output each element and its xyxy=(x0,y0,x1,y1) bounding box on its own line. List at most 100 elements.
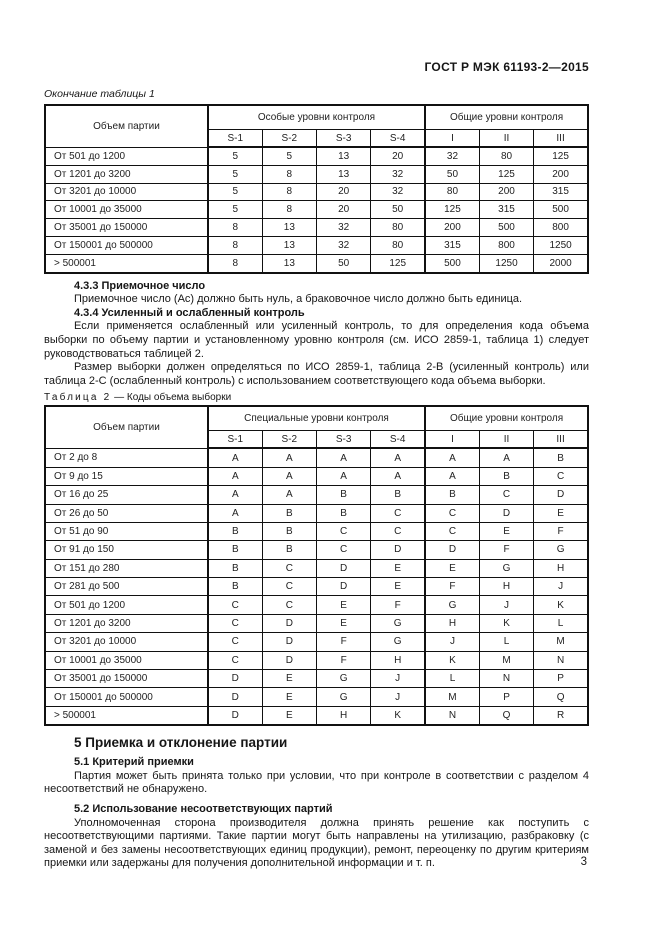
value-cell: 800 xyxy=(533,218,589,237)
table-row: От 16 до 25 A A B B B C D xyxy=(44,485,589,505)
value-cell: L xyxy=(424,669,480,689)
value-cell: B xyxy=(261,540,317,560)
value-cell: 315 xyxy=(533,182,589,202)
level-column-header: S-2 xyxy=(261,430,317,450)
value-cell: C xyxy=(424,503,480,523)
section-51-paragraph: Партия может быть принята только при усл… xyxy=(44,769,589,796)
value-cell: 8 xyxy=(261,200,317,220)
value-cell: E xyxy=(261,705,317,726)
table-1-sample-sizes: Объем партии Особые уровни контроля Общи… xyxy=(44,104,589,274)
value-cell: 500 xyxy=(424,253,480,274)
table-row: > 500001 D E H K N Q R xyxy=(44,705,589,726)
table-row: От 1201 до 3200 5 8 13 32 50 125 200 xyxy=(44,164,589,184)
value-cell: H xyxy=(424,613,480,634)
table1-continuation-caption: Окончание таблицы 1 xyxy=(44,88,155,100)
value-cell: E xyxy=(315,613,372,634)
value-cell: A xyxy=(206,447,263,468)
table-row: От 10001 до 35000 5 8 20 50 125 315 500 xyxy=(44,200,589,220)
value-cell: 800 xyxy=(478,235,535,255)
table1-body: От 501 до 1200 5 5 13 20 32 80 125 От 1201 до 32… xyxy=(44,146,589,274)
value-cell: C xyxy=(315,521,372,542)
value-cell: 20 xyxy=(315,182,372,202)
value-cell: D xyxy=(424,540,480,560)
table2-subheader-row: S-1 S-2 S-3 S-4 I II III xyxy=(45,430,589,450)
value-cell: E xyxy=(261,687,317,707)
value-cell: G xyxy=(315,669,372,689)
value-cell: 50 xyxy=(424,164,480,184)
table-row: От 3201 до 10000 5 8 20 32 80 200 315 xyxy=(44,182,589,202)
value-cell: C xyxy=(261,558,317,579)
value-cell: A xyxy=(370,466,426,487)
lot-size-cell: От 9 до 15 xyxy=(44,466,209,487)
value-cell: D xyxy=(206,705,263,726)
value-cell: C xyxy=(533,466,589,487)
value-cell: D xyxy=(315,558,372,579)
table-row: > 500001 8 13 50 125 500 1250 2000 xyxy=(44,253,589,274)
section-51-heading: 5.1 Критерий приемки xyxy=(74,756,194,769)
value-cell: G xyxy=(315,687,372,707)
value-cell: 8 xyxy=(261,164,317,184)
value-cell: D xyxy=(478,503,535,523)
lot-size-cell: > 500001 xyxy=(44,705,209,726)
table2-general-levels-group-header: Общие уровни контроля xyxy=(424,405,589,432)
lot-size-cell: От 150001 до 500000 xyxy=(44,687,209,707)
value-cell: D xyxy=(261,613,317,634)
value-cell: C xyxy=(370,521,426,542)
value-cell: 1250 xyxy=(478,253,535,274)
lot-size-cell: От 16 до 25 xyxy=(44,485,209,505)
value-cell: N xyxy=(478,669,535,689)
value-cell: C xyxy=(478,485,535,505)
level-column-header: III xyxy=(533,430,589,450)
value-cell: C xyxy=(206,650,263,671)
table2-caption-text: — Коды объема выборки xyxy=(114,392,232,404)
value-cell: A xyxy=(315,466,372,487)
table2-special-levels-group-header: Специальные уровни контроля xyxy=(206,405,426,432)
value-cell: B xyxy=(261,503,317,523)
section-433-heading: 4.3.3 Приемочное число xyxy=(74,279,206,292)
value-cell: B xyxy=(315,503,372,523)
value-cell: Q xyxy=(533,687,589,707)
level-column-header: S-3 xyxy=(315,129,372,148)
value-cell: 80 xyxy=(478,146,535,166)
table1-special-levels-group-header: Особые уровни контроля xyxy=(206,104,426,130)
value-cell: F xyxy=(424,577,480,597)
value-cell: L xyxy=(478,632,535,652)
value-cell: 315 xyxy=(424,235,480,255)
table-row: От 10001 до 35000 C D F H K M N xyxy=(44,650,589,671)
value-cell: 8 xyxy=(206,218,263,237)
value-cell: 80 xyxy=(424,182,480,202)
value-cell: J xyxy=(370,669,426,689)
value-cell: B xyxy=(478,466,535,487)
value-cell: 13 xyxy=(315,146,372,166)
value-cell: A xyxy=(206,485,263,505)
value-cell: A xyxy=(206,503,263,523)
value-cell: 5 xyxy=(206,200,263,220)
value-cell: 200 xyxy=(533,164,589,184)
value-cell: G xyxy=(370,632,426,652)
section-52-heading: 5.2 Использование несоответствующих парт… xyxy=(74,802,333,815)
value-cell: M xyxy=(424,687,480,707)
value-cell: 32 xyxy=(370,164,426,184)
section-434-paragraph-2: Размер выборки должен определяться по ИС… xyxy=(44,361,589,387)
value-cell: A xyxy=(261,466,317,487)
value-cell: 32 xyxy=(424,146,480,166)
lot-size-cell: От 10001 до 35000 xyxy=(44,650,209,671)
table1-general-levels-group-header: Общие уровни контроля xyxy=(424,104,589,130)
value-cell: C xyxy=(315,540,372,560)
value-cell: G xyxy=(478,558,535,579)
table2-caption-label: Таблица 2 xyxy=(44,392,112,404)
table-row: От 26 до 50 A B B C C D E xyxy=(44,503,589,523)
table-row: От 1201 до 3200 C D E G H K L xyxy=(44,613,589,634)
value-cell: F xyxy=(315,650,372,671)
section-5-text-block: 5.1 Критерий приемки Партия может быть п… xyxy=(44,756,589,871)
level-column-header: S-4 xyxy=(370,129,426,148)
value-cell: M xyxy=(478,650,535,671)
value-cell: K xyxy=(424,650,480,671)
value-cell: 50 xyxy=(370,200,426,220)
value-cell: H xyxy=(370,650,426,671)
section-5-heading: 5 Приемка и отклонение партии xyxy=(74,735,288,751)
value-cell: 32 xyxy=(315,235,372,255)
table-row: От 9 до 15 A A A A A B C xyxy=(44,466,589,487)
lot-size-cell: От 3201 до 10000 xyxy=(44,632,209,652)
